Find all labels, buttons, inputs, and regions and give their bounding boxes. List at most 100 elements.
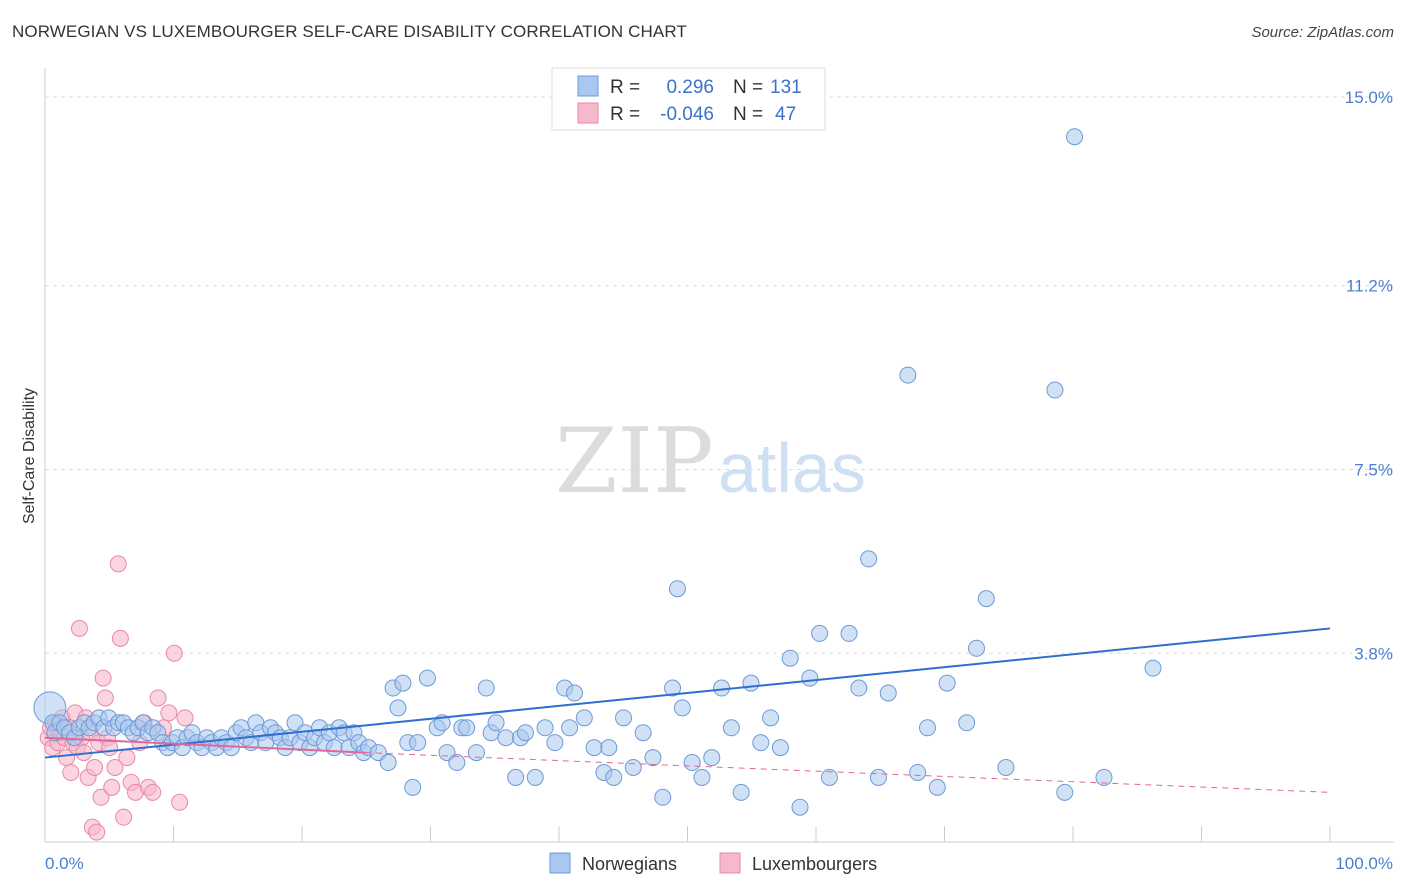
point-norwegians-120 — [791, 798, 809, 816]
point-norwegians-73 — [404, 778, 422, 796]
point-norwegians-82 — [467, 744, 485, 762]
point-luxembourgers-34 — [118, 749, 136, 767]
point-luxembourgers-28 — [101, 739, 119, 757]
legend-r-value-0: 0.296 — [666, 77, 714, 98]
point-norwegians-129 — [899, 366, 917, 384]
series-luxembourgers — [39, 555, 194, 841]
point-luxembourgers-45 — [171, 793, 189, 811]
point-norwegians-99 — [600, 739, 618, 757]
point-norwegians-96 — [575, 709, 593, 727]
point-norwegians-137 — [997, 759, 1015, 776]
point-luxembourgers-26 — [96, 689, 114, 707]
point-norwegians-134 — [958, 714, 976, 732]
point-norwegians-74 — [409, 734, 427, 752]
legend-bottom-label-luxembourgers: Luxembourgers — [752, 854, 877, 874]
point-norwegians-139 — [1056, 783, 1074, 801]
point-norwegians-116 — [752, 734, 770, 752]
point-luxembourgers-31 — [109, 555, 127, 573]
point-norwegians-117 — [762, 709, 780, 727]
point-norwegians-115 — [742, 674, 760, 692]
point-norwegians-108 — [673, 699, 691, 717]
point-luxembourgers-14 — [70, 619, 88, 637]
trend-luxembourgers — [44, 736, 366, 754]
point-norwegians-91 — [536, 719, 554, 737]
point-norwegians-118 — [771, 739, 789, 757]
point-norwegians-105 — [654, 788, 672, 806]
point-norwegians-83 — [477, 679, 495, 697]
point-norwegians-97 — [585, 739, 603, 757]
point-norwegians-133 — [938, 674, 956, 692]
point-luxembourgers-10 — [62, 763, 80, 781]
legend-n-label-0: N = — [733, 77, 763, 98]
point-norwegians-92 — [546, 734, 564, 752]
legend-bottom-swatch-luxembourgers — [719, 852, 741, 874]
legend-swatch-blue — [577, 75, 599, 97]
y-tick-label-3: 15.0% — [1345, 88, 1393, 107]
watermark-atlas: atlas — [718, 429, 866, 507]
point-norwegians-141 — [1095, 768, 1113, 786]
point-norwegians-123 — [820, 768, 838, 786]
legend-r-value-1: -0.046 — [660, 104, 714, 125]
watermark-zip: ZIP — [555, 409, 714, 514]
point-norwegians-106 — [664, 679, 682, 697]
point-norwegians-89 — [516, 724, 534, 742]
x-tick-label-1: 100.0% — [1335, 854, 1393, 873]
point-norwegians-86 — [497, 729, 515, 747]
point-luxembourgers-21 — [86, 759, 104, 776]
point-luxembourgers-46 — [176, 709, 194, 727]
watermark: ZIP atlas — [555, 409, 866, 514]
point-norwegians-121 — [801, 669, 819, 687]
point-norwegians-85 — [487, 714, 505, 732]
y-tick-label-0: 3.8% — [1354, 644, 1393, 663]
point-norwegians-127 — [869, 768, 887, 786]
legend-r-label-0: R = — [610, 77, 640, 98]
legend-bottom-label-norwegians: Norwegians — [582, 854, 677, 874]
legend-n-label-1: N = — [733, 104, 763, 125]
trend-lines — [44, 627, 1331, 793]
trend-norwegians — [44, 627, 1331, 759]
x-tick-label-0: 0.0% — [45, 854, 84, 873]
grid-lines — [45, 96, 1394, 654]
point-norwegians-132 — [928, 778, 946, 796]
point-norwegians-59 — [325, 739, 343, 757]
point-luxembourgers-40 — [144, 783, 162, 801]
y-tick-label-1: 7.5% — [1354, 461, 1393, 480]
point-norwegians-140 — [1066, 128, 1084, 146]
y-tick-labels: 3.8% 7.5% 11.2% 15.0% — [1345, 88, 1393, 663]
point-norwegians-100 — [605, 768, 623, 786]
point-luxembourgers-29 — [103, 778, 121, 796]
point-norwegians-103 — [634, 724, 652, 742]
point-norwegians-130 — [909, 763, 927, 781]
point-norwegians-71 — [394, 674, 412, 692]
point-norwegians-128 — [879, 684, 897, 702]
legend-bottom: Norwegians Luxembourgers — [549, 852, 877, 874]
point-norwegians-138 — [1046, 381, 1064, 399]
point-norwegians-109 — [683, 754, 701, 772]
legend-bottom-swatch-norwegians — [549, 852, 571, 874]
legend-top: R = 0.296 N = 131 R = -0.046 N = 47 — [551, 67, 826, 131]
point-luxembourgers-24 — [92, 788, 110, 806]
point-norwegians-81 — [458, 719, 476, 737]
point-norwegians-79 — [448, 754, 466, 772]
point-norwegians-94 — [561, 719, 579, 737]
point-norwegians-70 — [389, 699, 407, 717]
point-luxembourgers-25 — [94, 669, 112, 687]
point-norwegians-107 — [668, 580, 686, 598]
chart-title: NORWEGIAN VS LUXEMBOURGER SELF-CARE DISA… — [12, 22, 687, 41]
point-norwegians-131 — [918, 719, 936, 737]
point-norwegians-136 — [977, 590, 995, 608]
x-tick-labels: 0.0% 100.0% — [45, 854, 1393, 873]
point-norwegians-114 — [732, 783, 750, 801]
point-norwegians-135 — [968, 639, 986, 657]
point-luxembourgers-32 — [111, 629, 129, 647]
point-norwegians-124 — [840, 624, 858, 642]
point-luxembourgers-33 — [115, 808, 133, 826]
trend-luxembourgers-extrapolated — [364, 752, 1331, 793]
legend-n-value-0: 131 — [770, 77, 802, 98]
point-norwegians-68 — [379, 754, 397, 772]
point-norwegians-119 — [781, 649, 799, 667]
point-luxembourgers-22 — [88, 823, 106, 841]
point-norwegians-142 — [1144, 659, 1162, 677]
point-norwegians-110 — [693, 768, 711, 786]
